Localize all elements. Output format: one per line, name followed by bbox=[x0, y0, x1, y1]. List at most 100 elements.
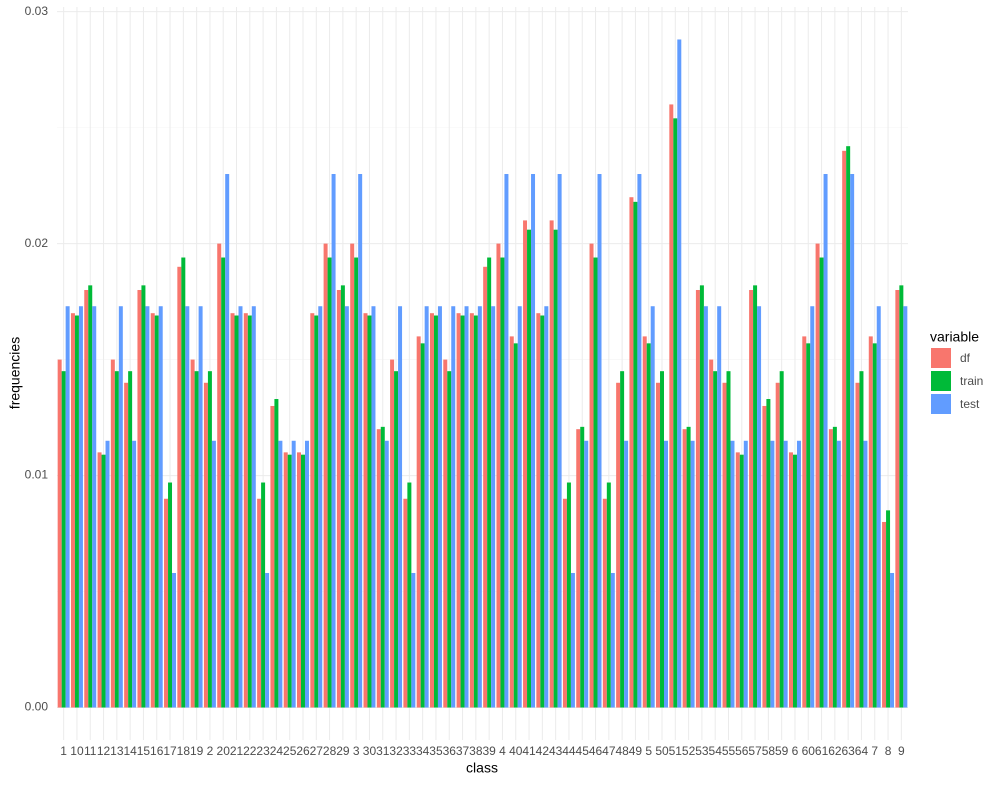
bar bbox=[868, 336, 873, 708]
bar bbox=[589, 243, 594, 708]
bar bbox=[97, 452, 102, 708]
bar bbox=[371, 306, 376, 708]
bar bbox=[796, 440, 801, 708]
bar bbox=[540, 315, 545, 708]
bar bbox=[730, 440, 735, 708]
bar bbox=[247, 315, 252, 708]
x-tick-label: 41 bbox=[522, 744, 536, 758]
bar bbox=[74, 315, 79, 708]
bar bbox=[850, 174, 855, 708]
x-tick-label: 40 bbox=[509, 744, 523, 758]
bar bbox=[496, 243, 501, 708]
bar bbox=[775, 382, 780, 708]
x-tick-label: 48 bbox=[615, 744, 629, 758]
bar bbox=[788, 452, 793, 708]
bar bbox=[451, 306, 456, 708]
bar bbox=[331, 174, 336, 708]
bar bbox=[158, 306, 163, 708]
legend-label: test bbox=[960, 397, 980, 411]
legend-title: variable bbox=[930, 329, 979, 345]
bar bbox=[177, 266, 182, 708]
x-tick-label: 15 bbox=[137, 744, 151, 758]
x-axis-title: class bbox=[466, 760, 498, 776]
bar bbox=[243, 313, 248, 708]
bar bbox=[557, 174, 562, 708]
bar bbox=[584, 440, 589, 708]
x-tick-label: 22 bbox=[243, 744, 257, 758]
bar bbox=[517, 306, 522, 708]
x-tick-label: 56 bbox=[735, 744, 749, 758]
x-tick-label: 28 bbox=[323, 744, 337, 758]
x-tick-label: 61 bbox=[815, 744, 829, 758]
x-tick-label: 49 bbox=[629, 744, 643, 758]
x-tick-label: 11 bbox=[84, 744, 97, 758]
bar bbox=[513, 343, 518, 708]
bar bbox=[757, 306, 762, 708]
x-tick-label: 4 bbox=[499, 744, 506, 758]
bar bbox=[101, 454, 106, 708]
x-tick-label: 37 bbox=[456, 744, 470, 758]
bar bbox=[456, 313, 461, 708]
bar bbox=[221, 257, 226, 708]
x-tick-label: 34 bbox=[416, 744, 430, 758]
bar bbox=[251, 306, 256, 708]
bar bbox=[65, 306, 70, 708]
x-tick-label: 30 bbox=[363, 744, 377, 758]
bar bbox=[105, 440, 110, 708]
bar bbox=[739, 454, 744, 708]
bar bbox=[350, 243, 355, 708]
bar bbox=[141, 285, 146, 708]
bar bbox=[407, 482, 412, 708]
bar bbox=[766, 399, 771, 708]
bar bbox=[367, 315, 372, 708]
bar bbox=[384, 440, 389, 708]
bar bbox=[544, 306, 549, 708]
x-tick-label: 42 bbox=[536, 744, 550, 758]
bar bbox=[610, 572, 615, 708]
bar bbox=[376, 429, 381, 708]
bar bbox=[504, 174, 509, 708]
bar bbox=[464, 306, 469, 708]
legend-swatch bbox=[931, 371, 951, 391]
bar bbox=[433, 315, 438, 708]
bar bbox=[270, 405, 275, 708]
bar bbox=[832, 426, 837, 708]
bar bbox=[713, 371, 718, 708]
bar bbox=[682, 429, 687, 708]
bar bbox=[278, 440, 283, 708]
bar bbox=[230, 313, 235, 708]
bar bbox=[185, 306, 190, 708]
bar bbox=[749, 289, 754, 708]
x-tick-label: 55 bbox=[722, 744, 736, 758]
bar bbox=[128, 371, 133, 708]
x-tick-label: 27 bbox=[310, 744, 324, 758]
bar bbox=[318, 306, 323, 708]
bar bbox=[699, 285, 704, 708]
bar bbox=[562, 498, 567, 708]
x-tick-label: 6 bbox=[792, 744, 799, 758]
bar bbox=[164, 498, 169, 708]
bar bbox=[580, 426, 585, 708]
bar bbox=[297, 452, 301, 708]
bar bbox=[78, 306, 83, 708]
bar bbox=[429, 313, 434, 708]
x-tick-label: 2 bbox=[207, 744, 214, 758]
x-tick-label: 31 bbox=[376, 744, 390, 758]
bar bbox=[810, 306, 815, 708]
bar bbox=[673, 118, 678, 708]
legend-label: df bbox=[960, 351, 971, 365]
x-tick-label: 5 bbox=[645, 744, 652, 758]
bar bbox=[842, 150, 847, 708]
x-tick-label: 44 bbox=[562, 744, 576, 758]
bar bbox=[660, 371, 665, 708]
bar bbox=[283, 452, 288, 708]
bar bbox=[447, 371, 452, 708]
bar bbox=[753, 285, 758, 708]
bar bbox=[398, 306, 403, 708]
bar bbox=[487, 257, 492, 708]
bar bbox=[819, 257, 824, 708]
bar bbox=[469, 313, 474, 708]
bar bbox=[491, 306, 496, 708]
bar bbox=[593, 257, 598, 708]
